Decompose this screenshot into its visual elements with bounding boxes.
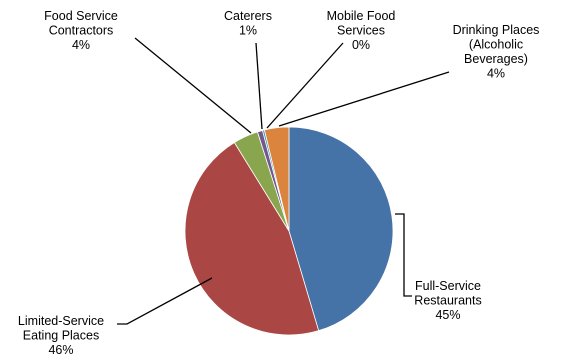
- data-label-line: Drinking Places: [453, 23, 540, 37]
- data-label-percent: 46%: [48, 343, 73, 357]
- data-label-line: Full-Service: [415, 279, 481, 293]
- leader-line-0: [395, 213, 412, 297]
- pie-slice-1: [184, 141, 320, 336]
- data-label-0: Full-Service Restaurants 45%: [414, 279, 481, 322]
- data-label-3: Caterers 1%: [224, 9, 272, 38]
- leader-line-2: [134, 37, 252, 134]
- leader-line-1: [117, 277, 213, 325]
- pie-slice-0: [288, 126, 394, 332]
- pie-slices: [184, 126, 394, 336]
- leader-line-4: [266, 42, 344, 129]
- data-label-line: Limited-Service: [18, 314, 104, 328]
- leader-line-3: [255, 42, 263, 130]
- data-label-line: Eating Places: [23, 329, 99, 343]
- data-label-percent: 4%: [487, 67, 505, 81]
- data-label-line: Food Service: [44, 9, 118, 23]
- data-label-line: Services: [337, 24, 385, 38]
- leader-line-5: [278, 71, 450, 127]
- data-label-2: Food Service Contractors 4%: [44, 9, 118, 52]
- data-label-4: Mobile Food Services 0%: [327, 9, 396, 52]
- data-label-percent: 45%: [435, 308, 460, 322]
- data-label-percent: 1%: [239, 24, 257, 38]
- data-label-1: Limited-Service Eating Places 46%: [18, 314, 104, 357]
- data-label-line: (Alcoholic: [469, 38, 523, 52]
- data-labels: Full-Service Restaurants 45% Limited-Servic…: [18, 9, 539, 357]
- data-label-percent: 0%: [352, 38, 370, 52]
- data-label-line: Caterers: [224, 9, 272, 23]
- data-label-percent: 4%: [72, 38, 90, 52]
- data-label-line: Restaurants: [414, 294, 481, 308]
- data-label-line: Beverages): [464, 52, 528, 66]
- data-label-line: Mobile Food: [327, 9, 396, 23]
- data-label-line: Contractors: [49, 24, 114, 38]
- pie-slice-5: [263, 126, 290, 232]
- data-label-5: Drinking Places (Alcoholic Beverages) 4%: [453, 23, 540, 81]
